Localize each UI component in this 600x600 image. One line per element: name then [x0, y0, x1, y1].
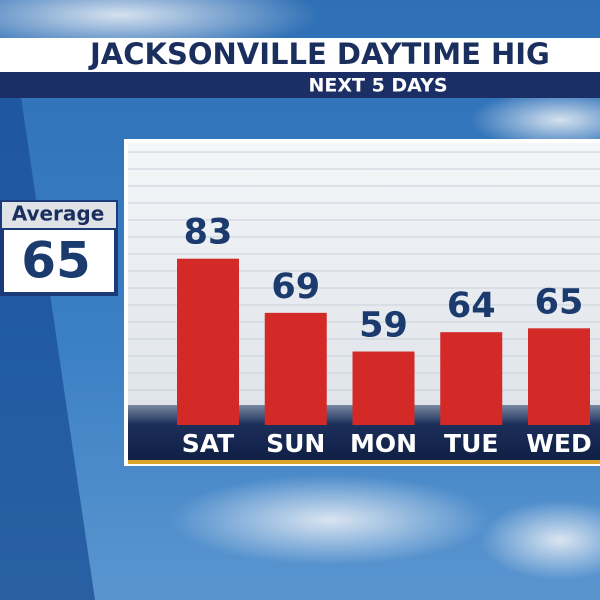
- subtitle: NEXT 5 DAYS: [308, 75, 447, 97]
- average-value-box: [4, 230, 114, 292]
- average-label: Average: [12, 202, 105, 226]
- gold-line: [128, 460, 600, 464]
- title-banner: [0, 38, 600, 72]
- bar: [264, 312, 327, 425]
- value-label: 83: [184, 213, 233, 253]
- category-label: TUE: [444, 429, 498, 458]
- average-value: 65: [21, 232, 91, 290]
- cloud: [470, 90, 600, 150]
- title: JACKSONVILLE DAYTIME HIG: [88, 37, 550, 71]
- cloud: [170, 475, 490, 565]
- value-label: 59: [359, 306, 408, 346]
- bar: [528, 328, 590, 425]
- value-label: 69: [271, 267, 320, 307]
- average-header: [2, 202, 116, 228]
- value-label: 65: [535, 282, 584, 322]
- category-label: SAT: [182, 429, 234, 458]
- bar: [177, 258, 239, 425]
- subtitle-banner: [0, 72, 600, 98]
- bar: [440, 332, 503, 425]
- value-label: 64: [447, 286, 496, 326]
- cloud: [480, 500, 600, 580]
- bar: [352, 351, 415, 425]
- category-label: WED: [526, 429, 591, 458]
- category-label: MON: [350, 429, 417, 458]
- category-label: SUN: [266, 429, 325, 458]
